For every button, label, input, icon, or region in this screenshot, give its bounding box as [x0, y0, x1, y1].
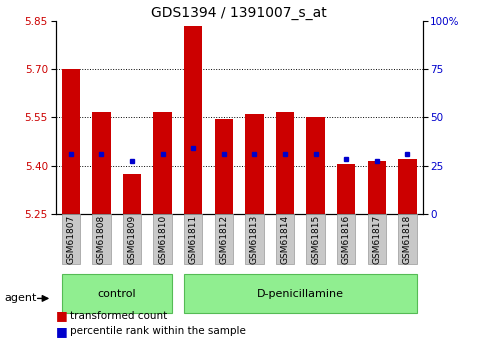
- Text: GSM61813: GSM61813: [250, 214, 259, 264]
- Text: control: control: [98, 289, 136, 299]
- FancyBboxPatch shape: [62, 274, 172, 313]
- FancyBboxPatch shape: [92, 214, 111, 264]
- Text: GSM61816: GSM61816: [341, 214, 351, 264]
- Text: GSM61812: GSM61812: [219, 214, 228, 264]
- FancyBboxPatch shape: [306, 214, 325, 264]
- Bar: [245, 114, 264, 214]
- Bar: [276, 112, 294, 214]
- Bar: [154, 112, 172, 214]
- Text: GSM61810: GSM61810: [158, 214, 167, 264]
- FancyBboxPatch shape: [368, 214, 386, 264]
- Bar: [306, 117, 325, 214]
- Text: ■: ■: [56, 325, 67, 338]
- Bar: [92, 112, 111, 214]
- FancyBboxPatch shape: [184, 214, 202, 264]
- FancyBboxPatch shape: [184, 274, 416, 313]
- FancyBboxPatch shape: [276, 214, 294, 264]
- Text: agent: agent: [5, 294, 37, 303]
- Text: D-penicillamine: D-penicillamine: [257, 289, 344, 299]
- FancyBboxPatch shape: [123, 214, 141, 264]
- Text: transformed count: transformed count: [70, 311, 167, 321]
- Text: percentile rank within the sample: percentile rank within the sample: [70, 326, 246, 336]
- FancyBboxPatch shape: [62, 214, 80, 264]
- Text: GSM61809: GSM61809: [128, 214, 137, 264]
- Text: GSM61808: GSM61808: [97, 214, 106, 264]
- Text: GSM61818: GSM61818: [403, 214, 412, 264]
- Text: GSM61817: GSM61817: [372, 214, 381, 264]
- Bar: [337, 164, 355, 214]
- Bar: [184, 26, 202, 214]
- FancyBboxPatch shape: [245, 214, 264, 264]
- Bar: [62, 69, 80, 214]
- FancyBboxPatch shape: [337, 214, 355, 264]
- Title: GDS1394 / 1391007_s_at: GDS1394 / 1391007_s_at: [151, 6, 327, 20]
- Text: GSM61815: GSM61815: [311, 214, 320, 264]
- Bar: [398, 159, 416, 214]
- Bar: [368, 161, 386, 214]
- Text: GSM61807: GSM61807: [66, 214, 75, 264]
- Text: ■: ■: [56, 309, 67, 322]
- FancyBboxPatch shape: [214, 214, 233, 264]
- Text: GSM61814: GSM61814: [281, 214, 289, 264]
- Text: GSM61811: GSM61811: [189, 214, 198, 264]
- Bar: [123, 174, 141, 214]
- FancyBboxPatch shape: [154, 214, 172, 264]
- Bar: [214, 119, 233, 214]
- FancyBboxPatch shape: [398, 214, 416, 264]
